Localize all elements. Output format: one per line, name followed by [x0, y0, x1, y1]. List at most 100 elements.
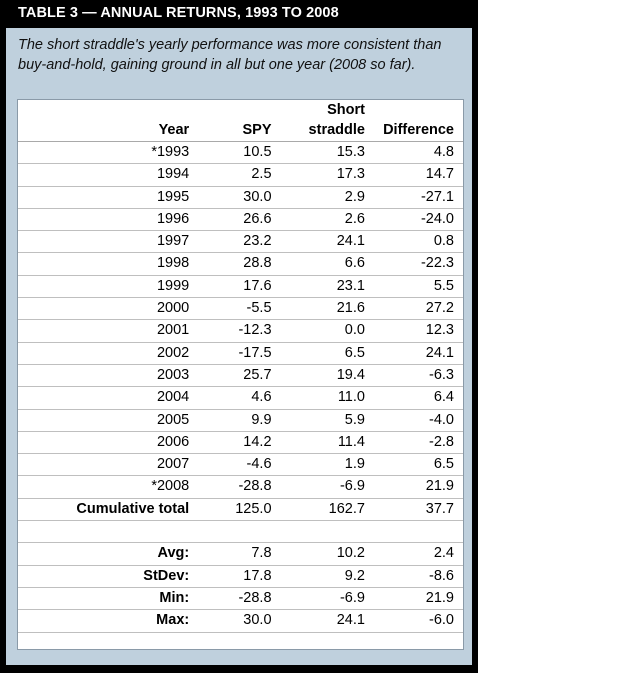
- cell-difference: -6.3: [373, 364, 463, 388]
- stat-row-avg: Avg: 7.8 10.2 2.4: [18, 542, 463, 566]
- spacer-cell: [280, 632, 374, 649]
- cell-year: 1997: [18, 230, 199, 254]
- cell-difference: -4.0: [373, 409, 463, 432]
- cell-difference: -24.0: [373, 208, 463, 232]
- cell-stat-spy: 7.8: [198, 542, 281, 566]
- spacer-row-bottom: [18, 632, 463, 649]
- cell-stat-straddle: -6.9: [280, 587, 374, 611]
- cell-straddle: 6.5: [280, 342, 374, 365]
- cell-year: 1999: [18, 275, 199, 299]
- cell-difference: 12.3: [373, 319, 463, 343]
- cell-year: 2005: [18, 409, 199, 432]
- cell-straddle: 1.9: [280, 453, 374, 477]
- spacer-cell: [373, 520, 463, 544]
- stat-row-max: Max: 30.0 24.1 -6.0: [18, 609, 463, 633]
- cell-stat-difference: -8.6: [373, 565, 463, 588]
- table-row: 2001 -12.3 0.0 12.3: [18, 319, 463, 343]
- table-frame: Short Year SPY straddle Difference *1993…: [17, 99, 464, 650]
- cell-spy: -12.3: [198, 319, 281, 343]
- table-caption: The short straddle's yearly performance …: [18, 37, 442, 73]
- cell-stat-difference: 21.9: [373, 587, 463, 611]
- cell-stat-spy: 30.0: [198, 609, 281, 633]
- cell-spy: 25.7: [198, 364, 281, 388]
- cell-year: 2001: [18, 319, 199, 343]
- table-row: 2007 -4.6 1.9 6.5: [18, 453, 463, 477]
- cell-difference: 0.8: [373, 230, 463, 254]
- spacer-cell: [18, 632, 199, 649]
- cell-total-difference: 37.7: [373, 498, 463, 522]
- cell-spy: 28.8: [198, 252, 281, 276]
- cell-straddle: 2.9: [280, 186, 374, 209]
- table-title: TABLE 3 — ANNUAL RETURNS, 1993 TO 2008: [18, 5, 339, 21]
- cell-stat-difference: -6.0: [373, 609, 463, 633]
- cell-spy: -17.5: [198, 342, 281, 365]
- cell-difference: 6.4: [373, 386, 463, 410]
- cell-spy: 9.9: [198, 409, 281, 432]
- header-row-top: Short: [18, 100, 463, 120]
- annual-returns-table: Short Year SPY straddle Difference *1993…: [18, 100, 463, 649]
- cell-difference: -27.1: [373, 186, 463, 209]
- cell-spy: 30.0: [198, 186, 281, 209]
- cell-year: 1998: [18, 252, 199, 276]
- cell-straddle: -6.9: [280, 475, 374, 499]
- cell-year: 2000: [18, 297, 199, 321]
- cell-difference: 5.5: [373, 275, 463, 299]
- cell-stat-straddle: 24.1: [280, 609, 374, 633]
- cell-straddle: 15.3: [280, 141, 374, 165]
- cell-difference: 24.1: [373, 342, 463, 365]
- spacer-cell: [373, 632, 463, 649]
- spacer-row: [18, 520, 463, 544]
- cell-year: *1993: [18, 141, 199, 165]
- cell-stat-label: Min:: [18, 587, 199, 611]
- cell-stat-label: StDev:: [18, 565, 199, 588]
- header-difference: Difference: [373, 120, 463, 142]
- cell-spy: 14.2: [198, 431, 281, 455]
- cell-year: 2004: [18, 386, 199, 410]
- cell-difference: 4.8: [373, 141, 463, 165]
- stat-row-min: Min: -28.8 -6.9 21.9: [18, 587, 463, 611]
- table-panel: The short straddle's yearly performance …: [6, 28, 472, 665]
- table-row: 2004 4.6 11.0 6.4: [18, 386, 463, 410]
- table-figure: TABLE 3 — ANNUAL RETURNS, 1993 TO 2008 T…: [0, 0, 478, 673]
- cell-straddle: 24.1: [280, 230, 374, 254]
- cell-straddle: 23.1: [280, 275, 374, 299]
- cell-difference: 21.9: [373, 475, 463, 499]
- cell-year: 1994: [18, 163, 199, 187]
- cell-difference: 14.7: [373, 163, 463, 187]
- cell-stat-straddle: 10.2: [280, 542, 374, 566]
- cell-difference: 6.5: [373, 453, 463, 477]
- spacer-cell: [18, 520, 199, 544]
- table-row: *1993 10.5 15.3 4.8: [18, 141, 463, 165]
- cell-stat-straddle: 9.2: [280, 565, 374, 588]
- cell-year: 1996: [18, 208, 199, 232]
- cumulative-total-row: Cumulative total 125.0 162.7 37.7: [18, 498, 463, 522]
- cell-straddle: 11.0: [280, 386, 374, 410]
- cell-spy: 26.6: [198, 208, 281, 232]
- spacer-cell: [198, 632, 281, 649]
- header-row-main: Year SPY straddle Difference: [18, 120, 463, 142]
- spacer-cell: [198, 520, 281, 544]
- header-year: Year: [18, 120, 199, 142]
- cell-spy: -28.8: [198, 475, 281, 499]
- cell-straddle: 6.6: [280, 252, 374, 276]
- cell-year: 1995: [18, 186, 199, 209]
- cell-straddle: 2.6: [280, 208, 374, 232]
- cell-straddle: 0.0: [280, 319, 374, 343]
- table-row: 2005 9.9 5.9 -4.0: [18, 409, 463, 432]
- table-row: 1995 30.0 2.9 -27.1: [18, 186, 463, 209]
- cell-straddle: 11.4: [280, 431, 374, 455]
- header-spy: SPY: [198, 120, 281, 142]
- table-row: *2008 -28.8 -6.9 21.9: [18, 475, 463, 499]
- cell-difference: -22.3: [373, 252, 463, 276]
- cell-stat-label: Max:: [18, 609, 199, 633]
- cell-difference: -2.8: [373, 431, 463, 455]
- table-body: *1993 10.5 15.3 4.8 1994 2.5 17.3 14.7 1…: [18, 141, 463, 649]
- cell-straddle: 17.3: [280, 163, 374, 187]
- cell-stat-difference: 2.4: [373, 542, 463, 566]
- cell-difference: 27.2: [373, 297, 463, 321]
- table-row: 1998 28.8 6.6 -22.3: [18, 252, 463, 276]
- cell-spy: 10.5: [198, 141, 281, 165]
- cell-straddle: 5.9: [280, 409, 374, 432]
- cell-straddle: 19.4: [280, 364, 374, 388]
- header-blank-2: [198, 100, 280, 120]
